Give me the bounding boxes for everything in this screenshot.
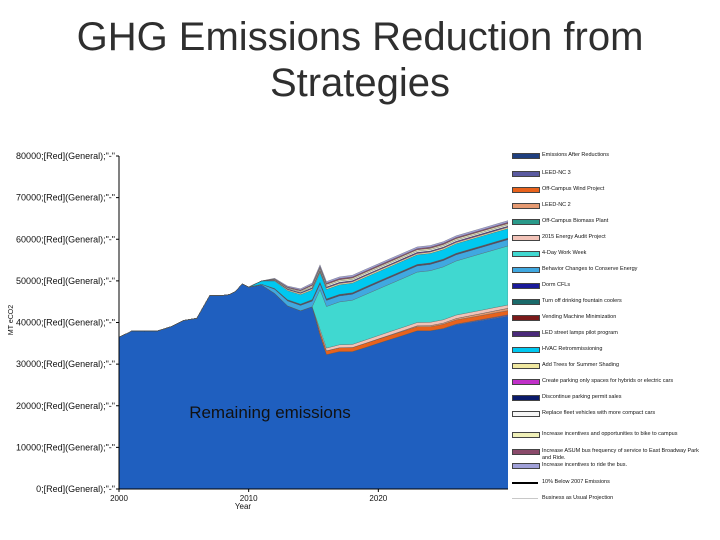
legend-swatch — [512, 379, 540, 385]
legend-label: Increase incentives to ride the bus. — [542, 462, 627, 468]
legend-label: 2015 Energy Audit Project — [542, 234, 606, 240]
legend-label: Turn off drinking fountain coolers — [542, 298, 622, 304]
legend-swatch — [512, 299, 540, 305]
legend-label: Off-Campus Wind Project — [542, 186, 605, 192]
legend-swatch — [512, 463, 540, 469]
legend-label: HVAC Retrommissioning — [542, 346, 603, 352]
y-axis-label: MT eCO2 — [8, 305, 15, 335]
y-tick-label: 60000;[Red](General);"-" — [16, 234, 115, 244]
legend-swatch — [512, 153, 540, 159]
legend-swatch — [512, 187, 540, 193]
legend-label: Off-Campus Biomass Plant — [542, 218, 609, 224]
legend-swatch — [512, 449, 540, 455]
legend-label: Increase ASUM bus frequency of service t… — [542, 448, 699, 461]
area-remaining-emissions — [119, 283, 508, 489]
legend-label: Emissions After Reductions — [542, 152, 609, 158]
legend-label: Increase incentives and opportunities to… — [542, 431, 678, 437]
legend-swatch — [512, 432, 540, 438]
legend-label: Add Trees for Summer Shading — [542, 362, 620, 368]
y-tick-label: 0;[Red](General);"-" — [36, 484, 115, 494]
legend-label: Dorm CFLs — [542, 282, 571, 288]
legend-label: 10% Below 2007 Emissions — [542, 479, 610, 485]
x-tick-label: 2000 — [110, 494, 128, 503]
y-tick-label: 70000;[Red](General);"-" — [16, 193, 115, 203]
x-tick-label: 2020 — [369, 494, 387, 503]
legend-swatch — [512, 331, 540, 337]
area-series-19 — [119, 220, 508, 338]
y-tick-label: 30000;[Red](General);"-" — [16, 359, 115, 369]
legend-label: Replace fleet vehicles with more compact… — [542, 410, 656, 416]
legend-label: Behavior Changes to Conserve Energy — [542, 266, 638, 272]
legend-swatch — [512, 235, 540, 241]
legend-label: Create parking only spaces for hybrids o… — [542, 378, 674, 384]
legend-swatch — [512, 203, 540, 209]
chart-title: GHG Emissions Reduction from Strategies — [76, 15, 644, 105]
legend-label: LEED-NC 3 — [542, 170, 571, 176]
y-tick-label: 80000;[Red](General);"-" — [16, 151, 115, 161]
legend-swatch — [512, 171, 540, 177]
legend-label: Vending Machine Minimization — [542, 314, 617, 320]
legend-label: 4-Day Work Week — [542, 250, 587, 256]
legend-swatch — [512, 347, 540, 353]
legend-swatch — [512, 219, 540, 225]
x-axis-label: Year — [235, 502, 252, 511]
legend-swatch — [512, 315, 540, 321]
legend-swatch — [512, 251, 540, 257]
legend-label: LEED-NC 2 — [542, 202, 571, 208]
axes: 0;[Red](General);"-" 10000;[Red](General)… — [16, 151, 508, 503]
plot-area — [119, 220, 508, 489]
legend-swatch — [512, 411, 540, 417]
legend-swatch — [512, 363, 540, 369]
remaining-emissions-label: Remaining emissions — [189, 403, 351, 422]
legend-swatch — [512, 482, 538, 484]
legend-label: LED street lamps pilot program — [542, 330, 618, 336]
y-tick-label: 40000;[Red](General);"-" — [16, 318, 115, 328]
legend-swatch — [512, 395, 540, 401]
x-tick-label: 2010 — [240, 494, 258, 503]
legend-label: Business as Usual Projection — [542, 495, 614, 501]
y-tick-label: 50000;[Red](General);"-" — [16, 276, 115, 286]
y-tick-label: 20000;[Red](General);"-" — [16, 401, 115, 411]
legend-swatch — [512, 283, 540, 289]
y-tick-label: 10000;[Red](General);"-" — [16, 442, 115, 452]
legend-swatch — [512, 498, 538, 499]
legend-swatch — [512, 267, 540, 273]
legend-label: Discontinue parking permit sales — [542, 394, 622, 400]
